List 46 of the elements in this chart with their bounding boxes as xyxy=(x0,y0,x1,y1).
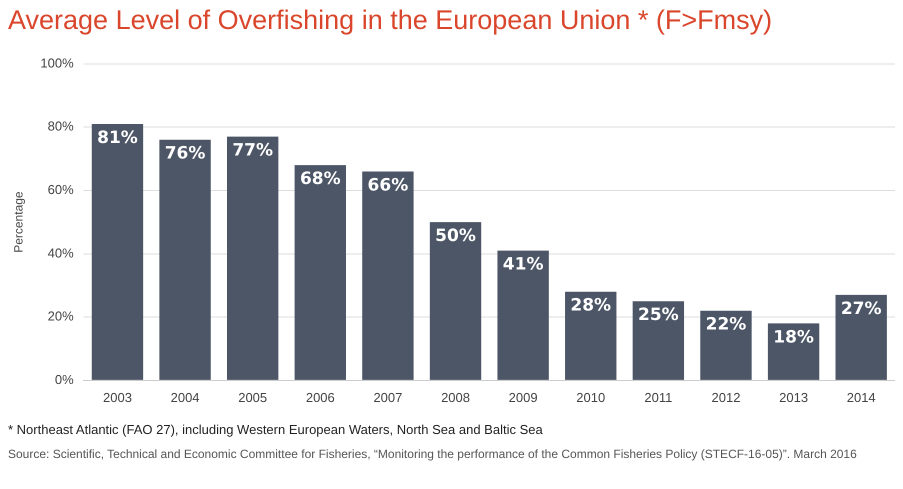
y-tick-label: 20% xyxy=(48,308,74,324)
x-tick-label: 2007 xyxy=(373,390,402,405)
bar xyxy=(632,301,684,380)
data-label: 76% xyxy=(164,144,206,164)
bar xyxy=(159,140,211,380)
y-tick-label: 100% xyxy=(40,55,74,70)
text: * Northeast Atlantic (FAO 27), including Western European Waters, North Sea and Baltic Sea xyxy=(8,422,544,437)
data-label: 18% xyxy=(773,327,814,348)
x-tick-label: 2014 xyxy=(846,390,876,405)
data-label: 41% xyxy=(502,254,544,275)
y-tick-label: 0% xyxy=(54,372,74,387)
bar xyxy=(836,294,887,380)
data-label: 27% xyxy=(840,298,882,319)
data-label: 25% xyxy=(638,305,679,326)
bar xyxy=(497,250,549,380)
bar xyxy=(430,222,482,380)
source-note: Source: Scientific, Technical and Economic Committee for Fisheries, “Monitoring the performance of the Common Fisheries Policy (STECF-16-05)”. March 2016 xyxy=(8,447,858,461)
bar xyxy=(768,323,820,380)
x-tick-label: 2006 xyxy=(306,390,335,405)
bar xyxy=(226,136,278,380)
bar xyxy=(700,310,752,380)
data-label: 68% xyxy=(300,169,341,190)
bar xyxy=(92,124,144,380)
x-tick-label: 2005 xyxy=(238,390,268,405)
x-tick-label: 2013 xyxy=(779,390,808,405)
bar xyxy=(565,292,616,380)
x-tick-label: 2008 xyxy=(441,390,470,405)
y-axis-title: Percentage xyxy=(12,191,26,253)
data-label: 81% xyxy=(97,128,138,148)
chart-title: Average Level of Overfishing in the European Union * (F>Fmsy) xyxy=(8,4,774,37)
data-label: 77% xyxy=(232,140,274,161)
data-label: 50% xyxy=(435,226,476,246)
y-tick-label: 40% xyxy=(48,245,74,260)
y-tick-label: 80% xyxy=(48,118,74,134)
x-tick-label: 2010 xyxy=(576,390,606,405)
x-tick-label: 2011 xyxy=(644,390,672,405)
x-tick-label: 2003 xyxy=(102,390,132,405)
data-label: 66% xyxy=(368,175,408,196)
bar xyxy=(362,171,414,380)
x-tick-label: 2012 xyxy=(712,390,740,405)
y-tick-label: 60% xyxy=(48,182,74,198)
bar xyxy=(294,165,346,380)
x-tick-label: 2004 xyxy=(170,390,200,405)
data-label: 28% xyxy=(570,296,612,316)
x-tick-label: 2009 xyxy=(508,390,538,405)
data-label: 22% xyxy=(706,314,746,335)
